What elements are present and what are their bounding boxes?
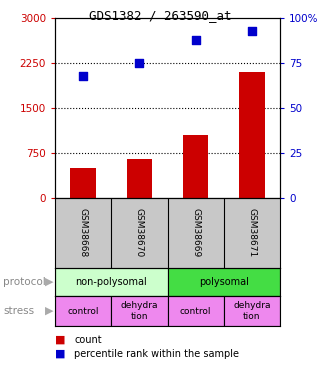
Text: percentile rank within the sample: percentile rank within the sample — [74, 349, 239, 359]
Text: polysomal: polysomal — [199, 277, 249, 287]
Text: GSM38671: GSM38671 — [247, 209, 256, 258]
Point — [193, 37, 198, 43]
Point — [81, 73, 86, 79]
Text: ■: ■ — [55, 349, 66, 359]
Text: non-polysomal: non-polysomal — [76, 277, 147, 287]
Bar — [167, 268, 280, 296]
Bar — [224, 296, 280, 326]
Bar — [55, 296, 111, 326]
Text: GSM38668: GSM38668 — [79, 209, 88, 258]
Point — [249, 28, 254, 34]
Text: ▶: ▶ — [45, 277, 54, 287]
Text: ■: ■ — [55, 335, 66, 345]
Bar — [55, 268, 167, 296]
Bar — [111, 296, 167, 326]
Text: dehydra
tion: dehydra tion — [121, 301, 158, 321]
Text: stress: stress — [3, 306, 34, 316]
Text: control: control — [180, 306, 212, 315]
Text: protocol: protocol — [3, 277, 46, 287]
Bar — [70, 168, 96, 198]
Point — [137, 60, 142, 66]
Text: GSM38670: GSM38670 — [135, 209, 144, 258]
Text: count: count — [74, 335, 102, 345]
Text: GSM38669: GSM38669 — [191, 209, 200, 258]
Text: GDS1382 / 263590_at: GDS1382 / 263590_at — [89, 9, 231, 22]
Text: control: control — [68, 306, 99, 315]
Text: dehydra
tion: dehydra tion — [233, 301, 271, 321]
Bar — [183, 135, 208, 198]
Bar — [239, 72, 265, 198]
Text: ▶: ▶ — [45, 306, 54, 316]
Bar — [127, 159, 152, 198]
Bar — [167, 296, 224, 326]
